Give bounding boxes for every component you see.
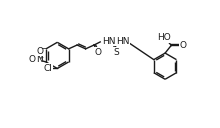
Text: +: +: [39, 55, 44, 60]
Text: −: −: [40, 44, 46, 53]
Text: HO: HO: [158, 33, 171, 42]
Text: HN: HN: [116, 37, 129, 46]
Text: O: O: [94, 48, 101, 57]
Text: O: O: [36, 47, 43, 56]
Text: N: N: [36, 55, 42, 64]
Text: S: S: [114, 48, 119, 57]
Text: O: O: [29, 55, 36, 64]
Text: Cl: Cl: [44, 64, 53, 73]
Text: O: O: [180, 41, 187, 50]
Text: HN: HN: [103, 37, 116, 46]
